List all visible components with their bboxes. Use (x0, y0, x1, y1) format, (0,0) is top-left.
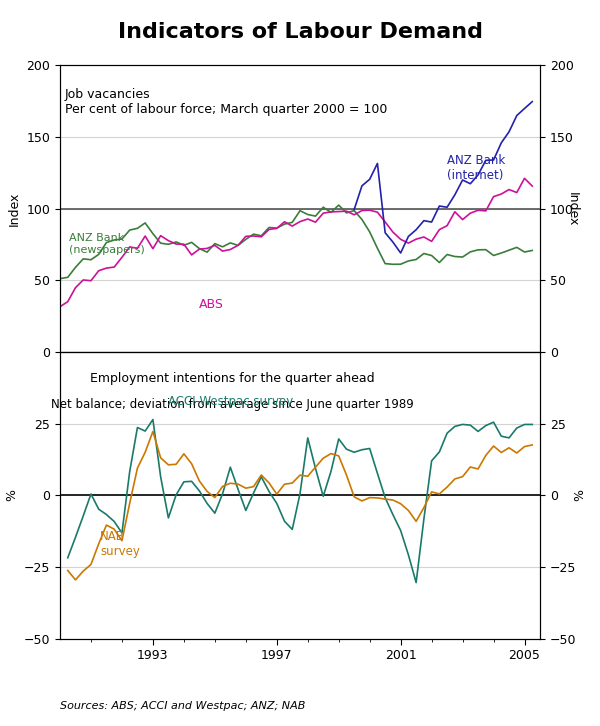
Text: ANZ Bank
(newspapers): ANZ Bank (newspapers) (69, 233, 145, 255)
Y-axis label: %: % (5, 489, 18, 502)
Text: Net balance; deviation from average since June quarter 1989: Net balance; deviation from average sinc… (52, 398, 414, 411)
Text: Sources: ABS; ACCI and Westpac; ANZ; NAB: Sources: ABS; ACCI and Westpac; ANZ; NAB (60, 701, 305, 711)
Text: Job vacancies
Per cent of labour force; March quarter 2000 = 100: Job vacancies Per cent of labour force; … (65, 89, 387, 116)
Text: Indicators of Labour Demand: Indicators of Labour Demand (118, 22, 482, 42)
Y-axis label: Index: Index (8, 192, 21, 226)
Text: NAB
survey: NAB survey (100, 530, 140, 558)
Y-axis label: %: % (569, 489, 582, 502)
Text: ABS: ABS (199, 298, 224, 311)
Text: Employment intentions for the quarter ahead: Employment intentions for the quarter ah… (91, 372, 375, 386)
Text: ACCI-Westpac survey: ACCI-Westpac survey (169, 395, 293, 408)
Y-axis label: Index: Index (566, 192, 579, 226)
Text: ANZ Bank
(internet): ANZ Bank (internet) (447, 154, 505, 182)
